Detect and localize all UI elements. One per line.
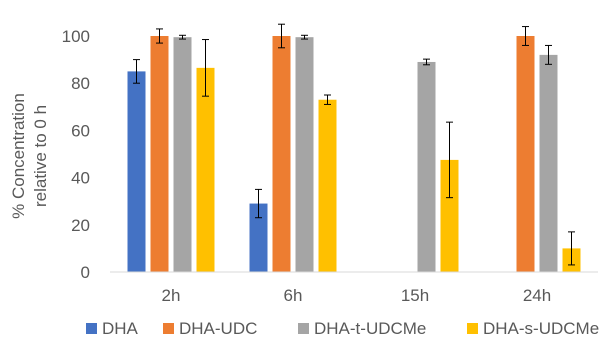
error-bar [423,58,430,66]
legend-label: DHA-UDC [179,319,257,338]
legend: DHA DHA-UDC DHA-t-UDCMe DHA-s-UDCMe [86,319,599,338]
error-bar [278,23,285,49]
bar-dha-t-udcme-2h [173,37,192,273]
y-tick-label: 80 [71,74,90,93]
error-bar [179,34,186,40]
y-tick-label: 100 [62,27,90,46]
bar-dha-s-udcme-15h [440,159,459,272]
legend-label: DHA-t-UDCMe [314,319,426,338]
y-tick-label: 0 [81,263,90,282]
x-axis-ticks: 2h 6h 15h 24h [162,286,552,305]
bar-dha-udc-6h [272,36,291,272]
legend-swatch [467,323,478,334]
error-bar [568,231,575,266]
legend-item: DHA-t-UDCMe [298,319,426,338]
error-bar [255,188,262,219]
error-bar [522,26,529,46]
bar-dha-t-udcme-24h [539,54,558,272]
error-bar [133,59,140,84]
y-axis-ticks: 0 20 40 60 80 100 [62,27,90,282]
error-bar [324,94,331,105]
y-axis-label-line: % Concentration [9,93,28,219]
bar-dha-2h [127,71,146,273]
legend-swatch [163,323,174,334]
legend-swatch [86,323,97,334]
legend-label: DHA [102,319,139,338]
bar-dha-udc-2h [150,36,169,272]
bars [127,36,581,273]
bar-dha-t-udcme-15h [417,61,436,273]
y-axis-label: % Concentration relative to 0 h [9,93,50,219]
y-axis-label-line: relative to 0 h [31,105,50,207]
y-tick-label: 20 [71,216,90,235]
error-bar [202,39,209,97]
bar-dha-s-udcme-6h [318,99,337,272]
legend-label: DHA-s-UDCMe [483,319,599,338]
error-bar [446,121,453,199]
bar-dha-t-udcme-6h [295,37,314,273]
error-bar [545,44,552,65]
error-bar [156,28,163,44]
bar-dha-s-udcme-2h [196,67,215,272]
error-bars [133,23,575,266]
legend-item: DHA [86,319,139,338]
x-tick-label: 24h [523,286,551,305]
bar-dha-6h [249,203,268,272]
bar-dha-udc-24h [516,36,535,272]
x-tick-label: 2h [162,286,181,305]
x-tick-label: 15h [401,286,429,305]
y-tick-label: 60 [71,121,90,140]
legend-item: DHA-UDC [163,319,257,338]
legend-swatch [298,323,309,334]
error-bar [301,34,308,40]
y-tick-label: 40 [71,169,90,188]
x-tick-label: 6h [284,286,303,305]
legend-item: DHA-s-UDCMe [467,319,599,338]
